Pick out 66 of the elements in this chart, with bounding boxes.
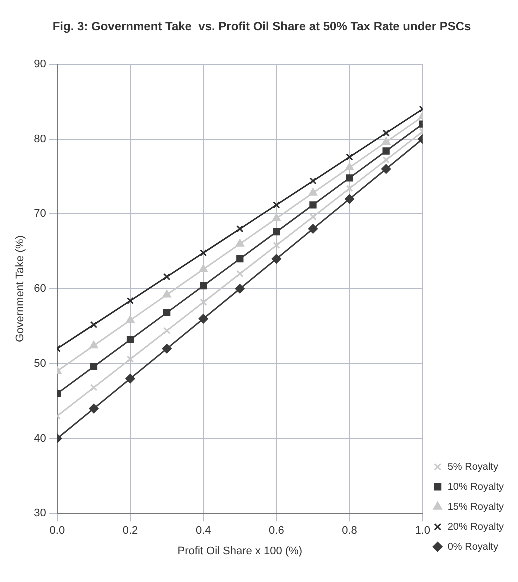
legend-label: 20% Royalty xyxy=(448,522,504,533)
point xyxy=(89,404,99,414)
point xyxy=(163,309,171,317)
point xyxy=(236,255,244,263)
point xyxy=(345,194,355,204)
x-tick-label: 0.8 xyxy=(342,525,358,538)
point xyxy=(199,264,208,272)
x-tick-label: 0.2 xyxy=(122,525,138,538)
x-axis-title: Profit Oil Share x 100 (%) xyxy=(178,545,303,558)
point xyxy=(126,356,134,363)
x-tick-label: 0.6 xyxy=(269,525,284,538)
y-tick-label: 90 xyxy=(34,58,46,70)
point xyxy=(163,273,171,281)
legend-label: 0% Royalty xyxy=(448,542,498,553)
x-tick-label: 1.0 xyxy=(415,525,431,538)
point xyxy=(272,214,281,222)
point xyxy=(236,270,244,278)
point xyxy=(236,226,244,233)
x-tick-label: 0.0 xyxy=(50,525,66,538)
point xyxy=(200,282,208,290)
point xyxy=(272,254,282,264)
y-tick-label: 60 xyxy=(34,283,46,296)
point xyxy=(90,341,98,349)
point xyxy=(346,154,354,161)
point xyxy=(90,384,98,392)
y-tick-label: 40 xyxy=(34,432,46,445)
point xyxy=(126,316,135,324)
point xyxy=(382,164,392,174)
legend-label: 5% Royalty xyxy=(448,462,498,473)
point xyxy=(346,174,354,182)
point xyxy=(126,336,134,344)
y-tick-label: 80 xyxy=(34,133,46,146)
point xyxy=(273,202,280,209)
point xyxy=(90,363,98,370)
point xyxy=(310,214,317,221)
point xyxy=(346,162,354,170)
legend-label: 15% Royalty xyxy=(448,502,504,513)
legend-label: 10% Royalty xyxy=(448,482,504,493)
point xyxy=(382,148,390,155)
point xyxy=(162,344,172,354)
chart-title: Fig. 3: Government Take vs. Profit Oil Share at 50% Tax Rate under PSCs xyxy=(52,20,472,34)
point xyxy=(126,297,134,305)
point xyxy=(382,138,391,146)
point xyxy=(163,327,171,335)
point xyxy=(200,249,208,257)
point xyxy=(273,242,280,250)
point xyxy=(126,374,136,384)
x-tick-label: 0.4 xyxy=(196,525,212,538)
point xyxy=(162,290,172,298)
point xyxy=(310,178,317,185)
y-tick-label: 30 xyxy=(34,508,46,520)
point xyxy=(198,314,208,324)
y-tick-label: 70 xyxy=(34,208,46,220)
point xyxy=(382,130,390,137)
y-tick-label: 50 xyxy=(34,358,46,370)
point xyxy=(90,321,98,329)
point xyxy=(273,228,280,236)
point xyxy=(346,185,354,192)
point xyxy=(382,156,390,164)
point xyxy=(235,284,245,294)
y-axis-title: Government Take (%) xyxy=(14,236,27,342)
point xyxy=(310,202,317,209)
point xyxy=(236,239,244,247)
point xyxy=(309,188,318,196)
point xyxy=(200,298,208,306)
point xyxy=(308,224,318,234)
